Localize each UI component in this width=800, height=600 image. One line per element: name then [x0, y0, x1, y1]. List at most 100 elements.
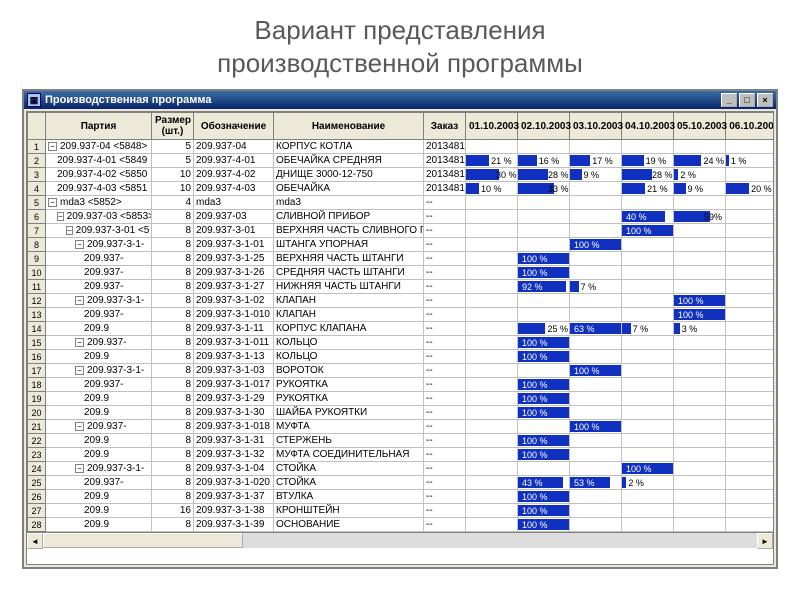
row-number[interactable]: 21 [28, 420, 46, 434]
col-date-1[interactable]: 02.10.2003 [518, 113, 570, 140]
row-number[interactable]: 25 [28, 476, 46, 490]
table-row[interactable]: 3209.937-4-02 <585010209.937-4-02ДНИЩЕ 3… [28, 168, 775, 182]
table-row[interactable]: 2209.937-4-01 <58495209.937-4-01ОБЕЧАЙКА… [28, 154, 775, 168]
row-number[interactable]: 6 [28, 210, 46, 224]
cell-party[interactable]: 209.937- [46, 280, 152, 294]
scroll-right-button[interactable]: ► [757, 533, 773, 549]
h-scrollbar[interactable]: ◄ ► [27, 532, 773, 548]
table-row[interactable]: 1−209.937-04 <5848>5209.937-04КОРПУС КОТ… [28, 140, 775, 154]
row-number[interactable]: 12 [28, 294, 46, 308]
cell-party[interactable]: 209.9 [46, 350, 152, 364]
col-party[interactable]: Партия [46, 113, 152, 140]
col-designation[interactable]: Обозначение [194, 113, 274, 140]
cell-party[interactable]: −209.937-04 <5848> [46, 140, 152, 154]
cell-party[interactable]: −209.937-3-1- [46, 238, 152, 252]
cell-party[interactable]: 209.937- [46, 308, 152, 322]
table-row[interactable]: 19209.98209.937-3-1-29РУКОЯТКА--100 % [28, 392, 775, 406]
table-row[interactable]: 4209.937-4-03 <585110209.937-4-03ОБЕЧАЙК… [28, 182, 775, 196]
tree-toggle[interactable]: − [48, 198, 57, 207]
table-row[interactable]: 5−mda3 <5852>4mda3mda3-- [28, 196, 775, 210]
col-date-3[interactable]: 04.10.2003 [622, 113, 674, 140]
table-row[interactable]: 21−209.937-8209.937-3-1-018МУФТА--100 % [28, 420, 775, 434]
tree-toggle[interactable]: − [75, 240, 84, 249]
row-number[interactable]: 7 [28, 224, 46, 238]
scroll-left-button[interactable]: ◄ [27, 533, 43, 549]
scroll-track[interactable] [43, 533, 757, 548]
tree-toggle[interactable]: − [66, 226, 73, 235]
cell-party[interactable]: −209.937-3-01 <5 [46, 224, 152, 238]
table-row[interactable]: 11209.937-8209.937-3-1-27НИЖНЯЯ ЧАСТЬ ШТ… [28, 280, 775, 294]
table-row[interactable]: 24−209.937-3-1-8209.937-3-1-04СТОЙКА--10… [28, 462, 775, 476]
cell-party[interactable]: 209.9 [46, 490, 152, 504]
cell-party[interactable]: −209.937-3-1- [46, 364, 152, 378]
table-row[interactable]: 17−209.937-3-1-8209.937-3-1-03ВОРОТОК--1… [28, 364, 775, 378]
col-date-4[interactable]: 05.10.2003 [674, 113, 726, 140]
row-number[interactable]: 16 [28, 350, 46, 364]
row-number[interactable]: 22 [28, 434, 46, 448]
row-number[interactable]: 18 [28, 378, 46, 392]
row-number[interactable]: 8 [28, 238, 46, 252]
col-date-0[interactable]: 01.10.2003 [466, 113, 518, 140]
row-number[interactable]: 11 [28, 280, 46, 294]
cell-party[interactable]: 209.937-4-01 <5849 [46, 154, 152, 168]
titlebar[interactable]: ▦ Производственная программа _ □ × [24, 91, 776, 109]
tree-toggle[interactable]: − [75, 422, 84, 431]
table-row[interactable]: 20209.98209.937-3-1-30ШАЙБА РУКОЯТКИ--10… [28, 406, 775, 420]
cell-party[interactable]: −209.937-03 <5853> [46, 210, 152, 224]
table-row[interactable]: 25209.937-8209.937-3-1-020СТОЙКА--43 %53… [28, 476, 775, 490]
table-row[interactable]: 9209.937-8209.937-3-1-25ВЕРХНЯЯ ЧАСТЬ ШТ… [28, 252, 775, 266]
col-date-2[interactable]: 03.10.2003 [570, 113, 622, 140]
close-button[interactable]: × [757, 93, 773, 107]
row-number[interactable]: 10 [28, 266, 46, 280]
cell-party[interactable]: 209.9 [46, 518, 152, 532]
scroll-thumb[interactable] [43, 533, 243, 548]
row-number[interactable]: 19 [28, 392, 46, 406]
row-number[interactable]: 17 [28, 364, 46, 378]
cell-party[interactable]: 209.9 [46, 448, 152, 462]
tree-toggle[interactable]: − [48, 142, 57, 151]
row-number[interactable]: 20 [28, 406, 46, 420]
row-number[interactable]: 2 [28, 154, 46, 168]
table-row[interactable]: 16209.98209.937-3-1-13КОЛЬЦО--100 % [28, 350, 775, 364]
cell-party[interactable]: 209.937- [46, 266, 152, 280]
table-row[interactable]: 8−209.937-3-1-8209.937-3-1-01ШТАНГА УПОР… [28, 238, 775, 252]
col-size[interactable]: Размер (шт.) [152, 113, 194, 140]
table-row[interactable]: 12−209.937-3-1-8209.937-3-1-02КЛАПАН--10… [28, 294, 775, 308]
row-number[interactable]: 9 [28, 252, 46, 266]
row-number[interactable]: 24 [28, 462, 46, 476]
cell-party[interactable]: 209.937- [46, 252, 152, 266]
row-number[interactable]: 27 [28, 504, 46, 518]
table-row[interactable]: 27209.916209.937-3-1-38КРОНШТЕЙН--100 % [28, 504, 775, 518]
row-number[interactable]: 14 [28, 322, 46, 336]
table-row[interactable]: 6−209.937-03 <5853>8209.937-03СЛИВНОЙ ПР… [28, 210, 775, 224]
row-number[interactable]: 23 [28, 448, 46, 462]
cell-party[interactable]: −209.937- [46, 336, 152, 350]
table-row[interactable]: 18209.937-8209.937-3-1-017РУКОЯТКА--100 … [28, 378, 775, 392]
table-row[interactable]: 28209.98209.937-3-1-39ОСНОВАНИЕ--100 % [28, 518, 775, 532]
table-row[interactable]: 13209.937-8209.937-3-1-010КЛАПАН--100 % [28, 308, 775, 322]
cell-party[interactable]: −209.937-3-1- [46, 294, 152, 308]
row-number[interactable]: 1 [28, 140, 46, 154]
cell-party[interactable]: 209.937- [46, 476, 152, 490]
cell-party[interactable]: −mda3 <5852> [46, 196, 152, 210]
table-row[interactable]: 22209.98209.937-3-1-31СТЕРЖЕНЬ--100 % [28, 434, 775, 448]
table-row[interactable]: 14209.98209.937-3-1-11КОРПУС КЛАПАНА--25… [28, 322, 775, 336]
col-date-5[interactable]: 06.10.200 [726, 113, 775, 140]
row-number[interactable]: 13 [28, 308, 46, 322]
table-row[interactable]: 7−209.937-3-01 <58209.937-3-01ВЕРХНЯЯ ЧА… [28, 224, 775, 238]
row-number[interactable]: 5 [28, 196, 46, 210]
tree-toggle[interactable]: − [57, 212, 64, 221]
table-row[interactable]: 10209.937-8209.937-3-1-26СРЕДНЯЯ ЧАСТЬ Ш… [28, 266, 775, 280]
maximize-button[interactable]: □ [739, 93, 755, 107]
cell-party[interactable]: 209.9 [46, 504, 152, 518]
row-number[interactable]: 4 [28, 182, 46, 196]
col-order[interactable]: Заказ [424, 113, 466, 140]
table-row[interactable]: 26209.98209.937-3-1-37ВТУЛКА--100 % [28, 490, 775, 504]
row-number[interactable]: 28 [28, 518, 46, 532]
cell-party[interactable]: 209.9 [46, 322, 152, 336]
tree-toggle[interactable]: − [75, 366, 84, 375]
cell-party[interactable]: 209.937-4-02 <5850 [46, 168, 152, 182]
cell-party[interactable]: 209.9 [46, 434, 152, 448]
cell-party[interactable]: 209.937-4-03 <5851 [46, 182, 152, 196]
cell-party[interactable]: 209.9 [46, 406, 152, 420]
